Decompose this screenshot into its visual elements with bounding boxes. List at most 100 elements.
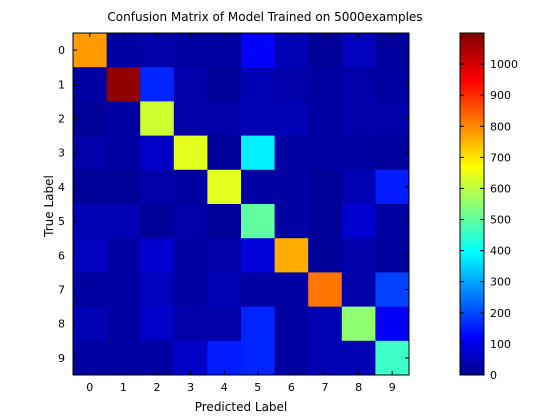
heatmap-cell xyxy=(106,306,141,342)
x-tick-label: 9 xyxy=(389,381,396,394)
x-axis-label: Predicted Label xyxy=(195,400,288,414)
y-tick-label: 3 xyxy=(58,147,65,160)
heatmap-cell xyxy=(173,135,208,171)
y-tick-label: 2 xyxy=(58,113,65,126)
heatmap-cell xyxy=(73,67,107,102)
heatmap-cell xyxy=(173,340,208,376)
heatmap-cells xyxy=(73,33,410,376)
heatmap-cell xyxy=(140,33,175,68)
heatmap-cell xyxy=(173,272,208,307)
heatmap-cell xyxy=(207,33,242,68)
heatmap-cell xyxy=(173,204,208,239)
heatmap-cell xyxy=(308,67,343,102)
heatmap-cell xyxy=(274,272,309,307)
x-tick-label: 4 xyxy=(221,381,228,394)
colorbar-tick-label: 200 xyxy=(490,307,511,320)
heatmap-cell xyxy=(140,67,175,102)
heatmap-cell xyxy=(106,135,141,171)
heatmap-cell xyxy=(207,101,242,136)
heatmap-cell xyxy=(241,169,275,205)
heatmap-cell xyxy=(140,135,175,171)
heatmap-cell xyxy=(375,340,410,376)
heatmap-cell xyxy=(274,135,309,171)
heatmap-cell xyxy=(375,135,410,171)
y-tick-label: 7 xyxy=(58,284,65,297)
heatmap-cell xyxy=(207,204,242,239)
y-tick-label: 5 xyxy=(58,215,65,228)
heatmap-cell xyxy=(140,204,175,239)
heatmap-cell xyxy=(375,101,410,136)
colorbar-tick-label: 500 xyxy=(490,214,511,227)
heatmap-cell xyxy=(308,101,343,136)
colorbar-tick-label: 700 xyxy=(490,151,511,164)
heatmap-cell xyxy=(173,238,208,273)
colorbar xyxy=(459,32,485,376)
heatmap-cell xyxy=(241,272,275,307)
heatmap-cell xyxy=(241,33,275,68)
heatmap-cell xyxy=(207,67,242,102)
heatmap-cell xyxy=(106,204,141,239)
x-tick-label: 5 xyxy=(254,381,261,394)
heatmap-cell xyxy=(140,306,175,342)
heatmap-cell xyxy=(207,340,242,376)
heatmap-cell xyxy=(308,204,343,239)
heatmap-cell xyxy=(207,306,242,342)
colorbar-tick-label: 300 xyxy=(490,276,511,289)
heatmap-cell xyxy=(308,135,343,171)
heatmap-cell xyxy=(241,135,275,171)
heatmap-cell xyxy=(140,238,175,273)
y-tick-label: 4 xyxy=(58,181,65,194)
heatmap-cell xyxy=(140,169,175,205)
y-ticks: 0 1 2 3 4 5 6 7 8 9 xyxy=(58,44,409,365)
heatmap-cell xyxy=(375,272,410,307)
heatmap-cell xyxy=(106,33,141,68)
y-tick-label: 8 xyxy=(58,318,65,331)
heatmap-cell xyxy=(274,169,309,205)
x-tick-label: 2 xyxy=(154,381,161,394)
heatmap-cell xyxy=(375,33,410,68)
heatmap-cell xyxy=(173,169,208,205)
heatmap-cell xyxy=(207,169,242,205)
heatmap-cell xyxy=(73,33,107,68)
colorbar-tick-label: 800 xyxy=(490,120,511,133)
y-axis-label: True Label xyxy=(42,175,56,238)
x-tick-label: 0 xyxy=(86,381,93,394)
x-tick-label: 7 xyxy=(322,381,329,394)
heatmap-cell xyxy=(73,306,107,342)
heatmap-cell xyxy=(73,204,107,239)
heatmap-cell xyxy=(274,67,309,102)
heatmap-cell xyxy=(207,135,242,171)
heatmap-cell xyxy=(241,238,275,273)
heatmap-cell xyxy=(106,101,141,136)
heatmap-cell xyxy=(106,340,141,376)
plot-frame xyxy=(72,32,410,376)
heatmap-cell xyxy=(140,340,175,376)
x-tick-label: 6 xyxy=(288,381,295,394)
heatmap-cell xyxy=(241,340,275,376)
heatmap-cell xyxy=(207,238,242,273)
heatmap-cell xyxy=(73,272,107,307)
heatmap-cell xyxy=(106,67,141,102)
heatmap-cell xyxy=(173,33,208,68)
heatmap-cell xyxy=(106,272,141,307)
heatmap-cell xyxy=(274,101,309,136)
colorbar-ticks: 0 100 200 300 400 500 600 700 800 900 1000 xyxy=(460,58,518,382)
heatmap-cell xyxy=(241,67,275,102)
heatmap-cell xyxy=(341,238,376,273)
heatmap-cell xyxy=(341,272,376,307)
heatmap-cell xyxy=(241,306,275,342)
x-ticks: 0 1 2 3 4 5 6 7 8 9 xyxy=(86,33,396,394)
colorbar-tick-label: 900 xyxy=(490,89,511,102)
heatmap-cell xyxy=(375,169,410,205)
heatmap-cell xyxy=(308,169,343,205)
heatmap-cell xyxy=(207,272,242,307)
heatmap-cell xyxy=(73,238,107,273)
x-tick-label: 8 xyxy=(355,381,362,394)
x-tick-label: 3 xyxy=(187,381,194,394)
heatmap-cell xyxy=(106,169,141,205)
heatmap-cell xyxy=(341,306,376,342)
heatmap-cell xyxy=(73,340,107,376)
heatmap-cell xyxy=(341,135,376,171)
